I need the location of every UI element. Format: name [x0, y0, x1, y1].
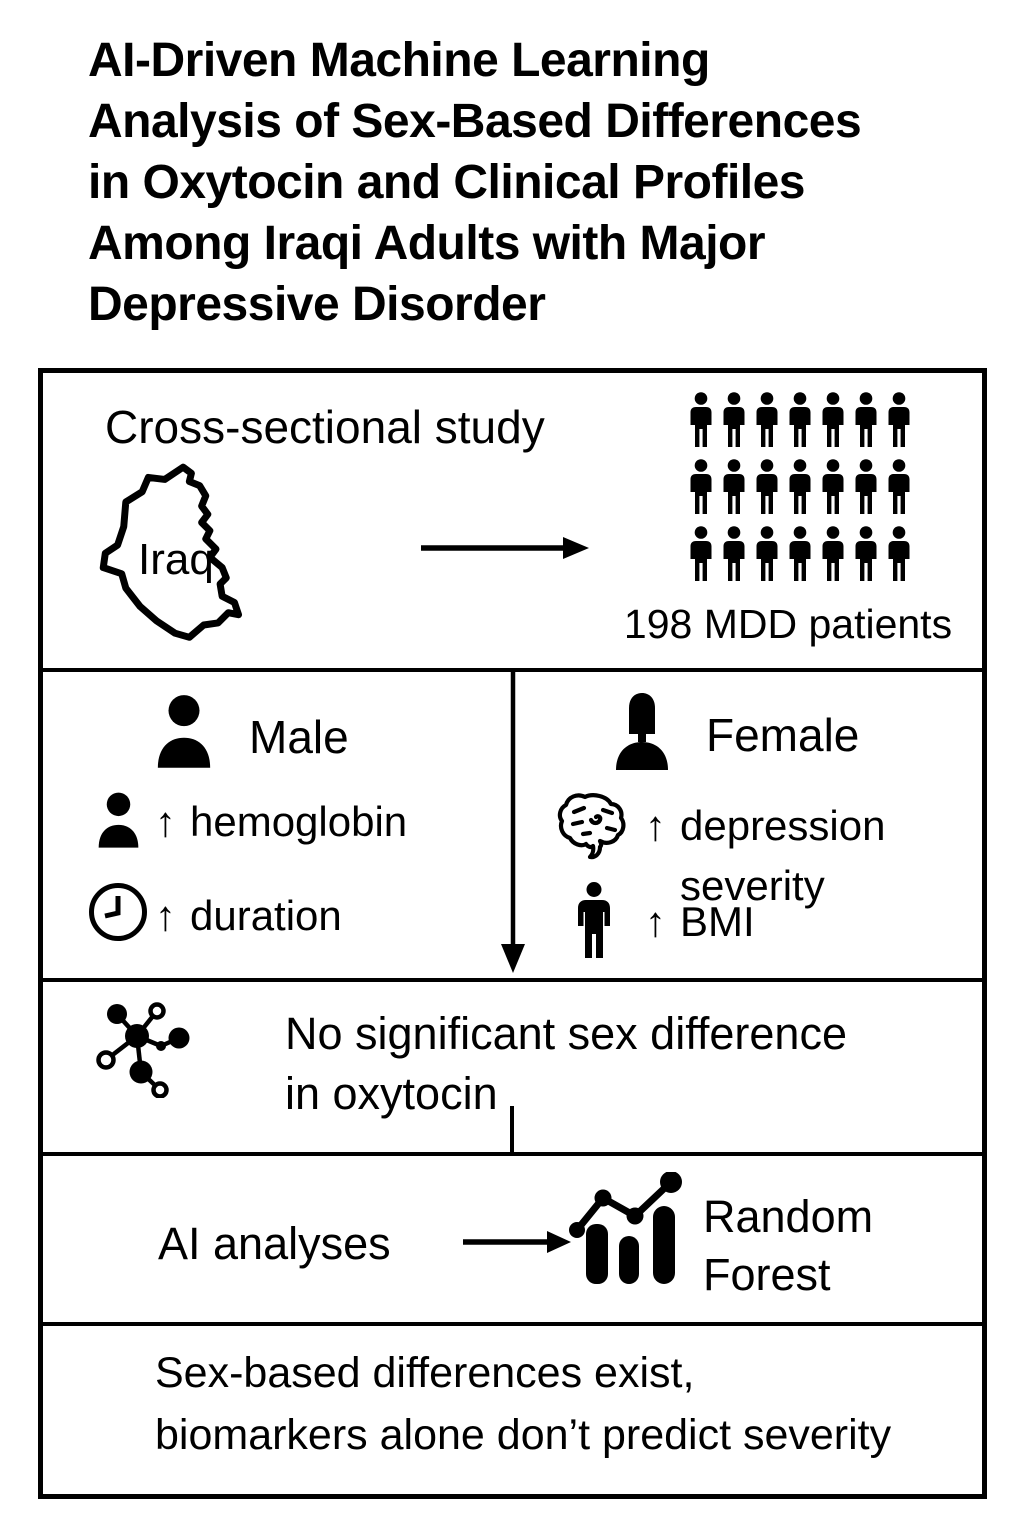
conclusion-line: Sex-based differences exist, — [155, 1349, 695, 1397]
oxytocin-line: in oxytocin — [285, 1068, 498, 1119]
section-sex-comparison: Male ↑ hemoglobin ↑ duration — [43, 668, 982, 978]
female-finding-depression: ↑ depression severity — [645, 796, 945, 916]
oxytocin-line: No significant sex difference — [285, 1008, 847, 1059]
male-header: Male — [249, 711, 349, 763]
section-ai: AI analyses Random Forest — [43, 1152, 982, 1322]
bust-icon — [95, 790, 142, 848]
patients-caption: 198 MDD patients — [623, 601, 953, 647]
brain-icon — [557, 790, 629, 860]
male-bust-icon — [153, 692, 215, 768]
standing-person-icon — [570, 880, 618, 962]
person-icon — [822, 392, 844, 447]
person-icon — [756, 459, 778, 514]
person-icon — [888, 459, 910, 514]
patients-pictogram — [688, 391, 912, 583]
person-icon — [789, 526, 811, 581]
person-icon — [888, 392, 910, 447]
section-study: Cross-sectional study Iraq — [43, 373, 982, 668]
male-finding-hemoglobin: ↑ hemoglobin — [155, 798, 407, 846]
person-icon — [690, 392, 712, 447]
finding-label: duration — [190, 892, 342, 939]
person-icon — [822, 459, 844, 514]
person-icon — [756, 526, 778, 581]
conclusion-text: Sex-based differences exist, biomarkers … — [155, 1342, 891, 1466]
up-arrow: ↑ — [645, 802, 666, 849]
up-arrow: ↑ — [645, 898, 666, 945]
iraq-map-icon: Iraq — [93, 461, 298, 666]
conclusion-line: biomarkers alone don’t predict severity — [155, 1411, 892, 1459]
person-icon — [855, 459, 877, 514]
title-line: Analysis of Sex-Based Differences — [88, 95, 862, 148]
molecule-icon — [93, 998, 197, 1098]
person-icon — [723, 459, 745, 514]
person-icon — [723, 526, 745, 581]
female-header: Female — [706, 709, 860, 761]
clock-icon — [88, 882, 148, 942]
right-arrow-icon — [463, 1228, 571, 1256]
person-icon — [756, 392, 778, 447]
section-oxytocin: No significant sex difference in oxytoci… — [43, 978, 982, 1152]
female-bust-icon — [610, 690, 674, 770]
study-header: Cross-sectional study — [105, 401, 545, 453]
section-conclusion: Sex-based differences exist, biomarkers … — [43, 1322, 982, 1490]
graphical-abstract-panel: Cross-sectional study Iraq — [38, 368, 987, 1499]
page-title: AI-Driven Machine Learning Analysis of S… — [88, 30, 988, 335]
ai-label: AI analyses — [158, 1218, 391, 1269]
right-arrow-icon — [421, 533, 589, 563]
title-line: Among Iraqi Adults with Major — [88, 217, 766, 270]
connector-line — [510, 1106, 514, 1152]
up-arrow: ↑ — [155, 892, 176, 939]
person-icon — [789, 392, 811, 447]
person-icon — [789, 459, 811, 514]
person-icon — [723, 392, 745, 447]
down-arrow-icon — [498, 672, 528, 974]
person-icon — [822, 526, 844, 581]
up-arrow: ↑ — [155, 798, 176, 845]
person-icon — [690, 459, 712, 514]
finding-label: BMI — [680, 898, 755, 945]
person-icon — [690, 526, 712, 581]
title-line: Depressive Disorder — [88, 278, 546, 331]
male-finding-duration: ↑ duration — [155, 892, 342, 940]
finding-label: depression severity — [680, 802, 886, 909]
oxytocin-finding-text: No significant sex difference in oxytoci… — [285, 1004, 847, 1124]
person-icon — [855, 526, 877, 581]
title-line: AI-Driven Machine Learning — [88, 34, 710, 87]
finding-label: hemoglobin — [190, 798, 408, 845]
person-icon — [855, 392, 877, 447]
bar-chart-trend-icon — [565, 1172, 689, 1284]
person-icon — [888, 526, 910, 581]
title-line: in Oxytocin and Clinical Profiles — [88, 156, 806, 209]
map-label: Iraq — [138, 535, 214, 584]
ai-method: Random Forest — [703, 1191, 874, 1300]
female-finding-bmi: ↑ BMI — [645, 898, 755, 946]
